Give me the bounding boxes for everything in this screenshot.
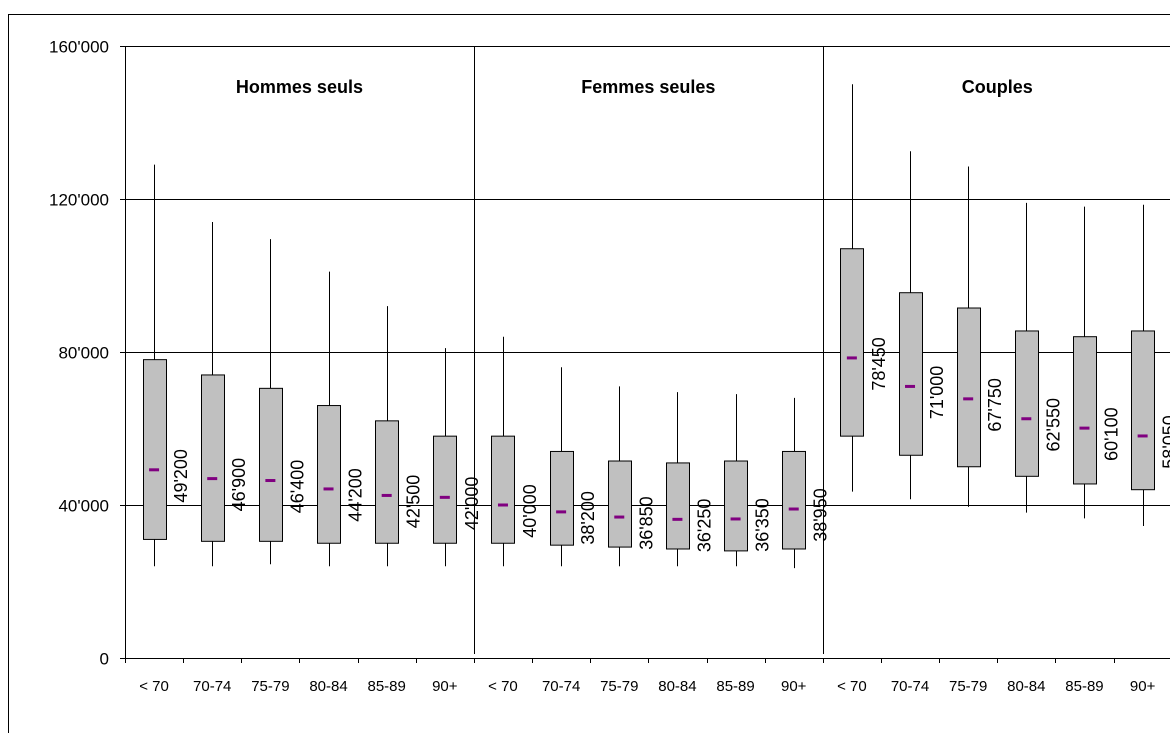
median-value-label: 49'200: [171, 449, 191, 503]
median-value-label: 71'000: [927, 366, 947, 420]
box: [317, 405, 341, 544]
x-tick-label: 85-89: [716, 678, 754, 695]
x-tick-label: < 70: [139, 678, 169, 695]
x-tick-label: 85-89: [367, 678, 405, 695]
x-tick-label: 70-74: [193, 678, 231, 695]
x-tick-label: 80-84: [309, 678, 347, 695]
x-tick-label: 75-79: [251, 678, 289, 695]
x-tick-label: 70-74: [542, 678, 580, 695]
y-tick-label: 40'000: [58, 497, 109, 516]
box: [1015, 330, 1039, 477]
box: [1131, 330, 1155, 491]
box: [201, 374, 225, 542]
median-value-label: 36'850: [636, 496, 656, 550]
median-marker: [1079, 426, 1090, 430]
x-tick-label: 70-74: [891, 678, 929, 695]
median-marker: [614, 515, 625, 519]
panel-title: Couples: [962, 77, 1033, 97]
median-value-label: 62'550: [1043, 398, 1063, 452]
x-tick-label: < 70: [837, 678, 867, 695]
median-value-label: 38'950: [811, 488, 831, 542]
box: [433, 435, 457, 544]
median-marker: [323, 487, 334, 491]
median-marker: [730, 517, 741, 521]
boxes: [143, 248, 1155, 552]
median-value-label: 46'400: [287, 460, 307, 514]
x-tick-label: < 70: [488, 678, 518, 695]
gridlines: [125, 46, 1170, 506]
box: [782, 450, 806, 550]
median-marker: [846, 356, 857, 360]
panel-dividers: [474, 46, 824, 654]
median-value-label: 36'350: [753, 498, 773, 552]
axes: [8, 14, 1170, 733]
box: [143, 359, 167, 540]
y-tick-label: 0: [100, 650, 109, 669]
median-value-label: 67'750: [985, 378, 1005, 432]
median-value-label: 46'900: [229, 458, 249, 512]
median-marker: [905, 384, 916, 388]
x-tick-label: 75-79: [600, 678, 638, 695]
median-value-label: 58'050: [1160, 415, 1170, 469]
median-value-label: 60'100: [1101, 407, 1121, 461]
box: [666, 462, 690, 550]
median-marker: [497, 503, 508, 507]
box: [259, 387, 283, 542]
panel-title: Femmes seules: [581, 77, 715, 97]
median-value-label: 42'000: [462, 477, 482, 530]
x-tick-label: 80-84: [1007, 678, 1045, 695]
median-marker: [439, 495, 450, 499]
y-tick-label: 160'000: [49, 38, 109, 57]
median-marker: [381, 493, 392, 497]
box: [1073, 336, 1097, 485]
x-tick-label: 90+: [1130, 678, 1156, 695]
x-tick-label: 85-89: [1065, 678, 1103, 695]
chart-text: 0 40'000 80'000 120'000 160'000 Hommes seuls 4…: [49, 38, 1170, 696]
panel-title: Hommes seuls: [236, 77, 363, 97]
box: [550, 450, 574, 546]
median-marker: [1021, 417, 1032, 421]
box: [840, 248, 864, 437]
median-marker: [1137, 434, 1148, 438]
median-marker: [556, 510, 567, 514]
box: [899, 292, 923, 456]
median-value-label: 36'250: [694, 499, 714, 553]
median-marker: [963, 397, 974, 401]
x-tick-label: 90+: [781, 678, 807, 695]
median-marker: [207, 477, 218, 481]
median-value-label: 44'200: [346, 468, 366, 522]
median-marker: [672, 517, 683, 521]
median-value-label: 42'500: [404, 475, 424, 529]
median-value-label: 40'000: [520, 484, 540, 538]
median-marker: [149, 468, 160, 472]
box: [724, 460, 748, 552]
median-marker: [265, 479, 276, 483]
y-tick-label: 80'000: [58, 344, 109, 363]
box: [608, 460, 632, 548]
box: [491, 435, 515, 544]
median-marker: [788, 507, 799, 511]
y-tick-label: 120'000: [49, 191, 109, 210]
x-tick-label: 75-79: [949, 678, 987, 695]
x-tick-label: 80-84: [658, 678, 696, 695]
box: [375, 420, 399, 544]
box: [957, 307, 981, 468]
x-tick-label: 90+: [432, 678, 458, 695]
median-value-label: 78'450: [869, 337, 889, 391]
median-value-label: 38'200: [578, 491, 598, 545]
